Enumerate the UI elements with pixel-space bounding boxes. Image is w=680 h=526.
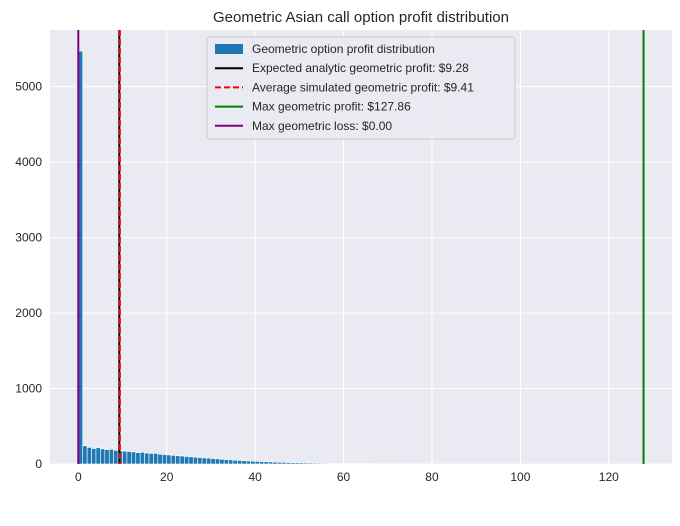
histogram-bar	[95, 447, 101, 465]
x-tick-label: 60	[337, 470, 351, 484]
histogram-bar	[108, 448, 114, 465]
legend-label: Max geometric profit: $127.86	[252, 100, 411, 114]
histogram-bar	[104, 449, 110, 465]
histogram-bar	[268, 461, 274, 465]
legend: Geometric option profit distribution Expe…	[206, 36, 516, 140]
histogram-bar	[153, 453, 159, 465]
histogram-bar	[254, 461, 260, 465]
histogram-bar	[250, 460, 256, 465]
histogram-bar	[325, 463, 331, 465]
y-tick-label: 1000	[15, 382, 42, 396]
histogram-bar	[135, 452, 141, 465]
legend-patch	[215, 44, 243, 54]
histogram-bar	[170, 455, 176, 465]
y-tick-label: 4000	[15, 155, 42, 169]
histogram-bar	[126, 451, 132, 465]
histogram-bar	[91, 448, 97, 465]
histogram-bar	[281, 462, 287, 465]
histogram-bar	[290, 462, 296, 465]
legend-label: Expected analytic geometric profit: $9.2…	[252, 61, 469, 75]
histogram-bar	[307, 462, 313, 465]
x-tick-label: 20	[160, 470, 174, 484]
histogram-bar	[148, 453, 154, 465]
chart-title: Geometric Asian call option profit distr…	[213, 9, 509, 26]
y-tick-labels: 0 1000 2000 3000 4000 5000	[15, 80, 42, 471]
histogram-bar	[228, 459, 234, 465]
histogram-bar	[316, 462, 322, 465]
y-tick-label: 5000	[15, 80, 42, 94]
histogram-bar	[161, 454, 168, 465]
histogram-bar	[276, 461, 282, 465]
histogram-bar	[166, 454, 172, 465]
histogram-bar	[294, 462, 300, 465]
histogram-bar	[241, 460, 247, 465]
y-tick-label: 2000	[15, 306, 42, 320]
histogram-bar	[188, 456, 194, 465]
histogram-bar	[201, 457, 207, 465]
histogram-bar	[343, 463, 349, 465]
histogram-bar	[184, 456, 190, 465]
histogram-bar	[245, 460, 252, 465]
histogram-bar	[237, 460, 243, 465]
histogram-bar	[219, 459, 225, 465]
x-tick-label: 120	[599, 470, 619, 484]
x-tick-label: 80	[425, 470, 439, 484]
y-tick-label: 3000	[15, 231, 42, 245]
histogram-bar	[82, 445, 88, 465]
histogram-bar	[338, 463, 344, 465]
histogram-bar	[131, 451, 137, 465]
histogram-bar	[197, 457, 203, 465]
legend-box	[206, 36, 516, 140]
histogram-bar	[206, 457, 212, 465]
histogram-bar	[299, 462, 305, 465]
legend-label: Max geometric loss: $0.00	[252, 119, 392, 133]
histogram-bar	[179, 455, 185, 465]
histogram-bar	[139, 452, 145, 465]
x-tick-label: 40	[248, 470, 262, 484]
histogram-bar	[232, 459, 238, 465]
histogram-bars	[77, 50, 645, 465]
histogram-bar	[321, 462, 327, 465]
histogram-bar	[259, 461, 265, 465]
histogram-bar	[86, 447, 92, 465]
histogram-bar	[210, 458, 216, 465]
histogram-bar	[272, 461, 278, 465]
histogram-bar	[312, 462, 318, 465]
histogram-bar	[144, 452, 150, 465]
histogram-bar	[157, 453, 163, 465]
histogram-bar	[329, 463, 335, 465]
x-tick-label: 100	[510, 470, 530, 484]
histogram-bar	[285, 462, 291, 465]
vertical-lines	[77, 30, 645, 464]
histogram-bar	[334, 463, 340, 465]
histogram-bar	[100, 448, 106, 465]
histogram-bar	[303, 462, 309, 465]
x-tick-label: 0	[75, 470, 82, 484]
histogram-bar	[192, 456, 198, 465]
histogram-bar	[175, 455, 181, 465]
histogram-bar	[113, 450, 119, 465]
legend-label: Geometric option profit distribution	[252, 42, 435, 56]
histogram-bar	[122, 450, 128, 465]
legend-label: Average simulated geometric profit: $9.4…	[252, 80, 474, 94]
y-tick-label: 0	[35, 457, 42, 471]
histogram-bar	[215, 458, 221, 465]
histogram-bar	[263, 461, 269, 465]
histogram-bar	[223, 459, 229, 465]
x-tick-labels: 0 20 40 60 80 100 120	[75, 470, 619, 484]
